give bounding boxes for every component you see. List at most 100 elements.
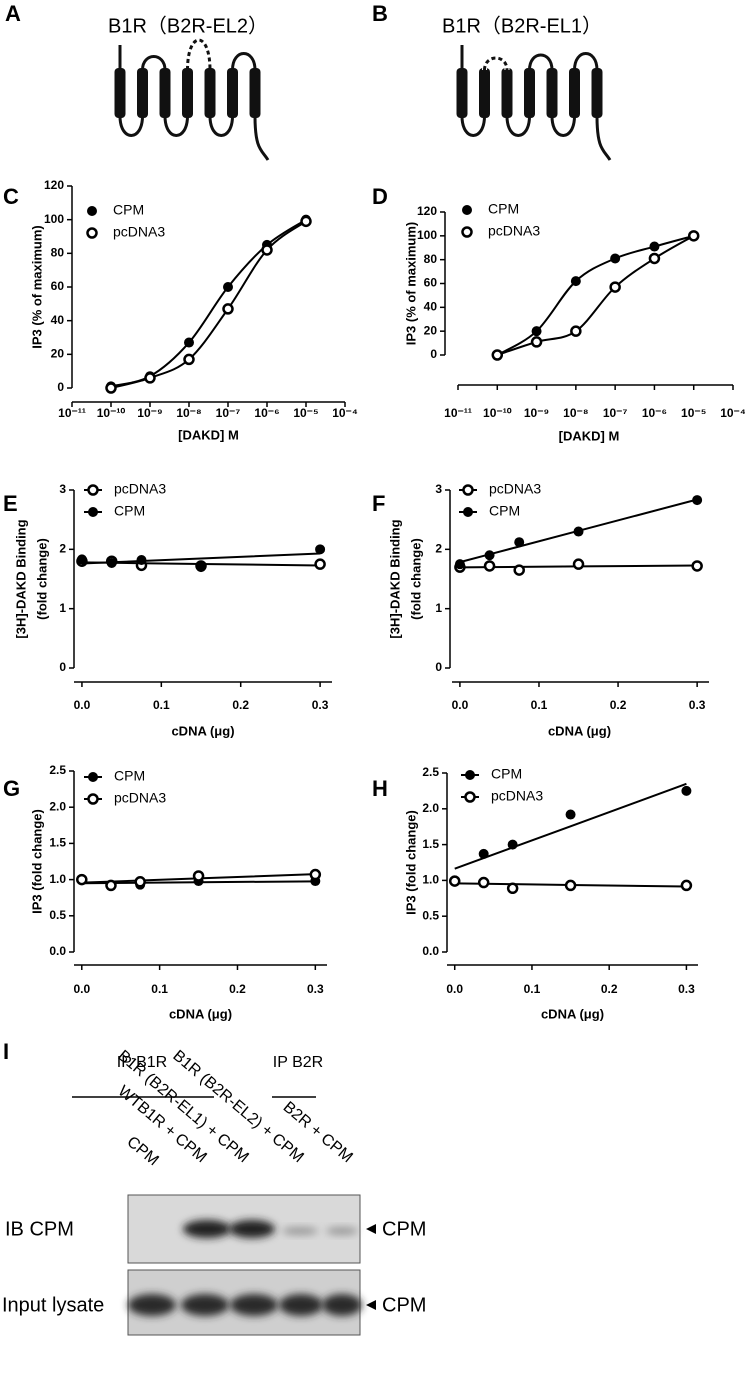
panel-label: G (3, 776, 20, 801)
data-point (648, 252, 661, 265)
data-point (565, 809, 576, 820)
data-point (483, 560, 496, 572)
row-label: IB CPM (5, 1218, 74, 1240)
x-tick-label: 0.1 (153, 698, 170, 712)
data-point (681, 785, 692, 796)
x-tick-label: 0.2 (610, 698, 627, 712)
y-tick-label: 2.5 (422, 765, 439, 779)
data-point (649, 241, 660, 252)
y-tick-label: 0 (57, 380, 64, 394)
y-tick-label: 0 (59, 660, 66, 674)
x-tick-label: 0.3 (307, 982, 324, 996)
chart: E 0 1 2 3 0.0 0.1 0.2 0.3 cDNA (μg) [3H]-DAKD Bind… (3, 481, 332, 738)
legend-marker (86, 227, 98, 239)
data-point (570, 325, 582, 337)
legend-label: CPM (113, 202, 144, 218)
legend-label: pcDNA3 (114, 481, 166, 497)
band-marker: CPM (382, 1294, 426, 1316)
legend-marker (463, 507, 473, 517)
row-label: Input lysate (2, 1294, 104, 1316)
data-point (491, 349, 504, 361)
data-point (506, 882, 519, 895)
y-axis-title: (fold change) (34, 538, 49, 620)
fit-line (496, 234, 695, 356)
data-point (314, 558, 326, 570)
lane-label: CPM (123, 1133, 161, 1169)
data-point (261, 244, 273, 256)
y-tick-label: 1.0 (49, 872, 66, 886)
x-tick-label: 0.3 (689, 698, 706, 712)
data-point (564, 879, 577, 892)
y-tick-label: 120 (44, 178, 64, 192)
x-tick-label: 10⁻¹⁰ (483, 406, 512, 420)
x-tick-label: 10⁻⁴ (332, 406, 358, 420)
receptor-diagram (113, 38, 270, 162)
y-tick-label: 1 (59, 601, 66, 615)
x-tick-label: 0.0 (73, 982, 90, 996)
data-point (76, 873, 88, 886)
chart: H 0.0 0.5 1.0 1.5 2.0 2.5 0.0 0.1 0.2 0.3 cDNA (μg)… (372, 765, 698, 1021)
legend-marker (87, 206, 97, 216)
data-point (183, 353, 195, 366)
legend-label: pcDNA3 (114, 790, 166, 806)
y-tick-label: 40 (424, 300, 438, 314)
x-axis-title: [DAKD] M (559, 428, 620, 443)
data-point (513, 564, 525, 576)
y-tick-label: 0.5 (49, 908, 66, 922)
x-tick-label: 0.1 (151, 982, 168, 996)
x-tick-label: 0.1 (524, 982, 541, 996)
x-axis-title: cDNA (μg) (169, 1006, 232, 1021)
data-point (76, 554, 87, 565)
panel-label: B (372, 1, 388, 26)
x-tick-label: 0.2 (601, 982, 618, 996)
data-point (315, 544, 326, 555)
fit-line (110, 218, 307, 388)
legend-marker (87, 484, 99, 496)
data-point (105, 382, 117, 394)
data-point (106, 557, 117, 568)
y-tick-label: 1.5 (422, 837, 439, 851)
legend-label: CPM (488, 201, 519, 217)
data-point (478, 848, 489, 859)
y-axis-title: IP3 (% of maximum) (29, 225, 44, 349)
y-axis-title: [3H]-DAKD Binding (387, 519, 402, 638)
y-tick-label: 40 (51, 313, 65, 327)
y-tick-label: 20 (424, 323, 438, 337)
x-axis-title: cDNA (μg) (548, 723, 611, 738)
y-tick-label: 80 (424, 252, 438, 266)
data-point (144, 372, 156, 384)
x-axis-title: [DAKD] M (178, 427, 239, 442)
x-tick-label: 0.3 (678, 982, 695, 996)
x-tick-label: 10⁻⁶ (642, 406, 667, 420)
legend-marker (88, 507, 98, 517)
y-tick-label: 60 (51, 279, 65, 293)
data-point (691, 560, 703, 572)
data-point (223, 282, 233, 292)
y-tick-label: 3 (59, 482, 66, 496)
data-point (687, 230, 700, 242)
legend-marker (461, 226, 473, 238)
legend-marker (88, 772, 98, 782)
y-axis-title: (fold change) (408, 538, 423, 620)
y-tick-label: 0.0 (49, 944, 66, 958)
y-tick-label: 2 (59, 542, 66, 556)
y-tick-label: 3 (435, 482, 442, 496)
chart: C 0 20 40 60 80 100 120 10⁻¹¹ 10⁻¹⁰ 10⁻⁹ 10⁻⁸ 10⁻⁷ 10… (3, 178, 358, 442)
x-tick-label: 0.0 (452, 698, 469, 712)
data-point (531, 326, 542, 337)
data-point (572, 558, 585, 570)
legend-marker (462, 205, 472, 215)
group-label: IP B2R (273, 1054, 323, 1071)
fit-line (496, 234, 694, 356)
data-point (222, 303, 234, 315)
y-axis-title: IP3 (% of maximum) (403, 222, 418, 346)
panel-label: F (372, 491, 385, 516)
panel-label: C (3, 184, 19, 209)
x-tick-label: 0.2 (232, 698, 249, 712)
x-tick-label: 10⁻¹⁰ (97, 406, 126, 420)
data-point (573, 526, 584, 537)
panel-label: D (372, 184, 388, 209)
receptor-diagram (455, 43, 612, 162)
legend-label: CPM (114, 503, 145, 519)
